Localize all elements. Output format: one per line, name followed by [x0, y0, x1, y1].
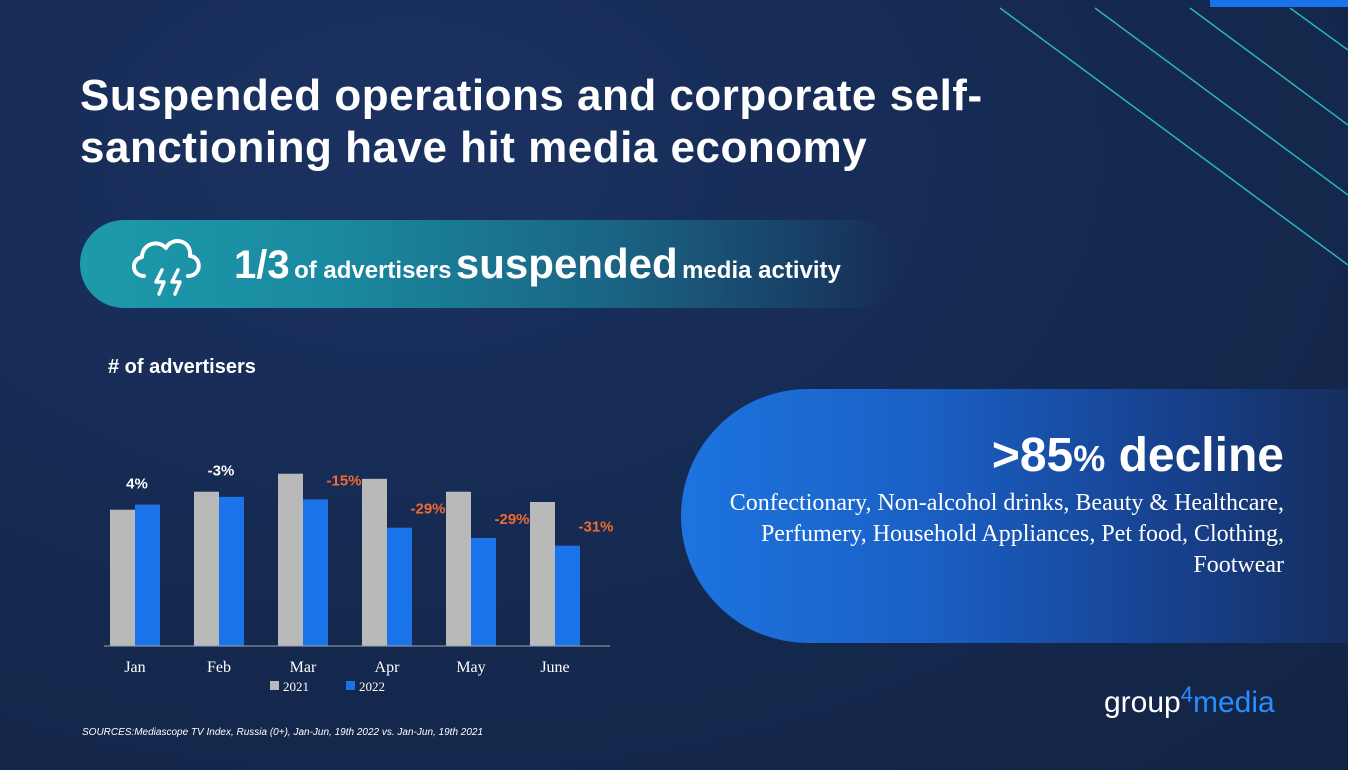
suspension-banner	[80, 220, 900, 308]
banner-emphasis: suspended	[455, 240, 678, 287]
logo-four: 4	[1180, 682, 1193, 707]
decline-categories: Confectionary, Non-alcohol drinks, Beaut…	[729, 490, 1284, 578]
x-tick-apr: Apr	[375, 659, 401, 676]
change-label-apr: -29%	[410, 501, 445, 518]
change-label-feb: -3%	[208, 463, 235, 480]
bar-2021-mar	[278, 473, 303, 646]
decline-value: >85	[991, 429, 1074, 482]
bar-2021-jan	[110, 509, 135, 646]
x-tick-may: May	[456, 659, 485, 676]
logo-media: media	[1192, 686, 1275, 719]
banner-text-post: media activity	[682, 257, 841, 284]
bar-2022-june	[555, 545, 580, 646]
legend-label-2021: 2021	[283, 679, 309, 694]
change-label-may: -29%	[494, 511, 529, 528]
logo-group: group	[1104, 686, 1181, 719]
bar-2022-apr	[387, 527, 412, 646]
bar-2022-feb	[219, 496, 244, 646]
bar-2021-june	[530, 502, 555, 646]
x-tick-mar: Mar	[290, 659, 317, 676]
x-tick-jan: Jan	[124, 659, 145, 676]
change-label-june: -31%	[578, 519, 613, 536]
legend-label-2022: 2022	[359, 679, 385, 694]
group4media-logo: group4media	[1104, 682, 1275, 720]
bar-2022-mar	[303, 499, 328, 646]
x-tick-feb: Feb	[207, 659, 231, 676]
sources-note: SOURCES:Mediascope TV Index, Russia (0+)…	[82, 727, 484, 738]
slide-title: Suspended operations and corporate self-…	[80, 71, 983, 172]
x-tick-june: June	[540, 659, 569, 676]
decline-headline: >85% decline	[992, 428, 1284, 483]
legend-swatch-2021	[270, 681, 279, 690]
bar-2021-may	[446, 491, 471, 646]
banner-text: 1/3 of advertisers suspended media activ…	[234, 240, 841, 288]
bar-2021-apr	[362, 478, 387, 646]
decline-word: decline	[1118, 429, 1284, 482]
banner-value: 1/3	[234, 243, 290, 287]
legend-swatch-2022	[346, 681, 355, 690]
decline-panel	[681, 389, 1348, 643]
chart-title: # of advertisers	[108, 356, 256, 378]
bar-2022-jan	[135, 504, 160, 646]
storm-cloud-icon	[132, 239, 201, 296]
bar-2022-may	[471, 538, 496, 646]
change-label-jan: 4%	[126, 476, 148, 493]
bar-2021-feb	[194, 491, 219, 646]
banner-text-pre: of advertisers	[294, 257, 452, 284]
top-accent-bar	[1210, 0, 1348, 7]
change-label-mar: -15%	[326, 472, 361, 489]
decline-pct-sign: %	[1073, 438, 1106, 479]
